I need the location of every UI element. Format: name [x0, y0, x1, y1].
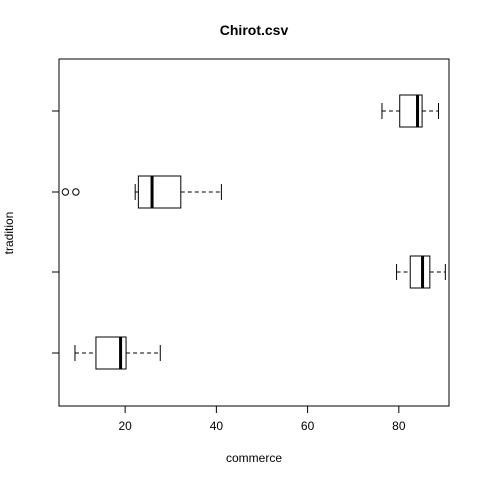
plot-frame: [58, 58, 450, 407]
chart-title: Chirot.csv: [220, 22, 289, 38]
box-3-iqr: [137, 175, 182, 209]
box-1-iqr: [95, 336, 127, 370]
x-tick-label-80: 80: [392, 419, 406, 433]
box-3-outlier-2: [72, 188, 80, 196]
box-2-iqr: [409, 255, 431, 289]
plot-marks: 20 40 60 80: [52, 94, 446, 433]
box-4-iqr: [399, 94, 423, 128]
x-tick-label-20: 20: [118, 419, 132, 433]
x-tick-label-60: 60: [301, 419, 315, 433]
y-axis-label: tradition: [2, 212, 16, 255]
box-3-outlier-1: [61, 188, 70, 196]
x-tick-label-40: 40: [210, 419, 224, 433]
x-axis-label: commerce: [226, 451, 282, 465]
